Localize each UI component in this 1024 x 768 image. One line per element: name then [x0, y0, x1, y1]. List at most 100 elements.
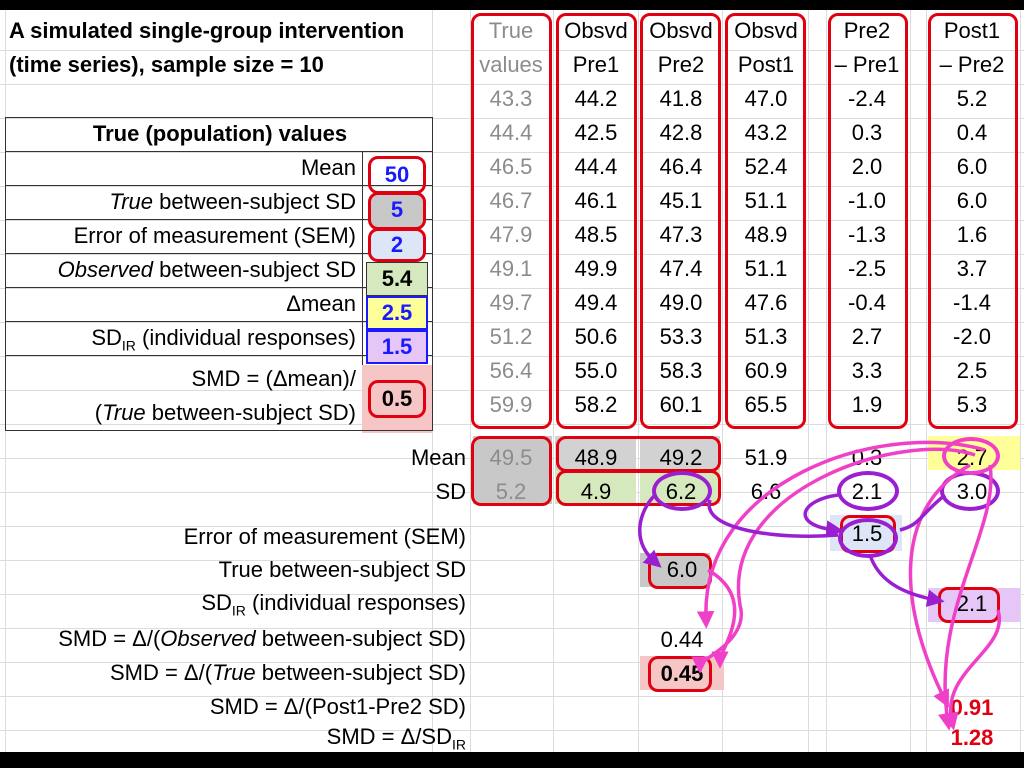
- summary-mean-cell: 48.9: [574, 445, 618, 470]
- data-cell: 47.3: [659, 222, 703, 247]
- col-header-pre2-l1: Obsvd: [649, 18, 713, 43]
- col-header-true-l2: values: [479, 52, 543, 77]
- gridline-horizontal: [0, 84, 1024, 85]
- derived-sdir-rest: (individual responses): [245, 590, 466, 615]
- fill-pre1-sd: [555, 470, 636, 504]
- table-row-separator: [5, 321, 433, 322]
- gridline-horizontal: [0, 662, 1024, 663]
- data-cell: 45.1: [659, 188, 703, 213]
- input-sdir-value: 1.5: [381, 334, 413, 359]
- gridline-vertical: [722, 10, 723, 752]
- data-cell: 50.6: [574, 324, 618, 349]
- data-cell: 47.9: [489, 222, 533, 247]
- label-dmean: Δmean: [286, 291, 356, 316]
- title-line-1: A simulated single-group intervention: [9, 18, 405, 43]
- arrow-mean-to-smd-true: [691, 447, 976, 674]
- gridline-vertical: [826, 10, 827, 752]
- gridline-vertical: [910, 10, 911, 752]
- arrow-true-sd-to-smd-true: [707, 568, 737, 669]
- summary-sd-cell: 5.2: [495, 479, 527, 504]
- data-cell: 42.5: [574, 120, 618, 145]
- arrow-sd-to-sem: [803, 493, 844, 538]
- outline-obsvd-post1: [725, 13, 806, 429]
- derived-smd-obs-prefix: SMD = Δ/(: [58, 626, 161, 651]
- derived-smd-ir-label: SMD = Δ/SDIR: [6, 724, 466, 752]
- derived-smd-post-label: SMD = Δ/(Post1-Pre2 SD): [209, 694, 466, 719]
- gridline-horizontal: [0, 560, 1024, 561]
- input-observed-sd-value: 5.4: [381, 266, 413, 291]
- data-cell: 1.6: [956, 222, 988, 247]
- data-cell: -1.4: [953, 290, 991, 315]
- table-column-separator: [362, 151, 363, 431]
- fill-true-mean: [473, 436, 552, 470]
- derived-smd-ir-main: SMD = Δ/SD: [326, 724, 452, 749]
- label-smd-line2: (True between-subject SD): [6, 402, 356, 424]
- data-cell: 47.0: [744, 86, 788, 111]
- input-box-smd: [368, 380, 426, 418]
- input-box-dmean: [366, 296, 428, 330]
- derived-true-sd-label: True between-subject SD: [218, 557, 466, 582]
- summary-mean-cell: 51.9: [744, 445, 788, 470]
- derived-smd-obs-suffix: between-subject SD): [255, 626, 466, 651]
- data-cell: 44.2: [574, 86, 618, 111]
- input-box-sdir: [366, 330, 428, 364]
- col-header-change2-l1: Post1: [943, 18, 1001, 43]
- label-observed-sd-rest: between-subject SD: [153, 257, 356, 282]
- gridline-horizontal: [0, 594, 1024, 595]
- gridline-horizontal: [0, 526, 1024, 527]
- data-cell: -2.4: [848, 86, 886, 111]
- data-cell: 3.3: [851, 358, 883, 383]
- input-mean-value: 50: [384, 162, 410, 187]
- label-mean: Mean: [300, 155, 356, 180]
- gridline-horizontal: [0, 254, 1024, 255]
- label-true-sd: True between-subject SD: [6, 191, 356, 213]
- summary-sd-cell: 4.9: [580, 479, 612, 504]
- derived-smd-true-italic: True: [212, 660, 256, 685]
- outline-obsvd-sd: [556, 470, 721, 506]
- gridline-vertical: [470, 10, 471, 752]
- data-cell: 65.5: [744, 392, 788, 417]
- derived-sdir-main: SD: [201, 590, 232, 615]
- label-sdir: SDIR (individual responses): [6, 325, 356, 353]
- outline-post1-pre2: [928, 13, 1018, 429]
- derived-smd-true-label: SMD = Δ/(True between-subject SD): [6, 662, 466, 684]
- summary-mean-cell: 49.5: [489, 445, 533, 470]
- gridline-vertical: [808, 10, 809, 752]
- spreadsheet-sheet: A simulated single-group intervention (t…: [0, 10, 1024, 752]
- col-header-pre2-l2: Pre2: [657, 52, 705, 77]
- derived-smd-true-prefix: SMD = Δ/(: [109, 660, 213, 685]
- fill-pre2-mean: [640, 436, 720, 470]
- gridline-horizontal: [0, 152, 1024, 153]
- gridline-horizontal: [0, 288, 1024, 289]
- data-cell: 49.4: [574, 290, 618, 315]
- data-cell: 42.8: [659, 120, 703, 145]
- label-sdir-main: SD: [91, 325, 122, 350]
- data-cell: 49.1: [489, 256, 533, 281]
- outline-obsvd-pre1: [556, 13, 637, 429]
- data-cell: 5.2: [956, 86, 988, 111]
- col-header-true-l1: True: [488, 18, 534, 43]
- data-cell: 49.7: [489, 290, 533, 315]
- input-sem-value: 2: [390, 232, 404, 257]
- data-cell: 52.4: [744, 154, 788, 179]
- gridline-horizontal: [0, 186, 1024, 187]
- data-cell: 48.5: [574, 222, 618, 247]
- table-row-separator: [5, 355, 433, 356]
- data-cell: 47.6: [744, 290, 788, 315]
- table-row-separator: [5, 287, 433, 288]
- data-cell: 41.8: [659, 86, 703, 111]
- data-cell: 53.3: [659, 324, 703, 349]
- data-cell: 43.3: [489, 86, 533, 111]
- outline-true-values: [471, 13, 552, 429]
- summary-mean-label: Mean: [410, 445, 466, 470]
- data-cell: 56.4: [489, 358, 533, 383]
- data-cell: 51.2: [489, 324, 533, 349]
- data-cell: -1.3: [848, 222, 886, 247]
- label-smd-rest: between-subject SD): [145, 400, 356, 425]
- circle-change2-mean: [942, 437, 1000, 475]
- derived-smd-true-suffix: between-subject SD): [255, 660, 466, 685]
- data-cell: 5.3: [956, 392, 988, 417]
- derived-true-sd-value: 6.0: [666, 557, 698, 582]
- label-sem: Error of measurement (SEM): [73, 223, 356, 248]
- data-cell: 1.9: [851, 392, 883, 417]
